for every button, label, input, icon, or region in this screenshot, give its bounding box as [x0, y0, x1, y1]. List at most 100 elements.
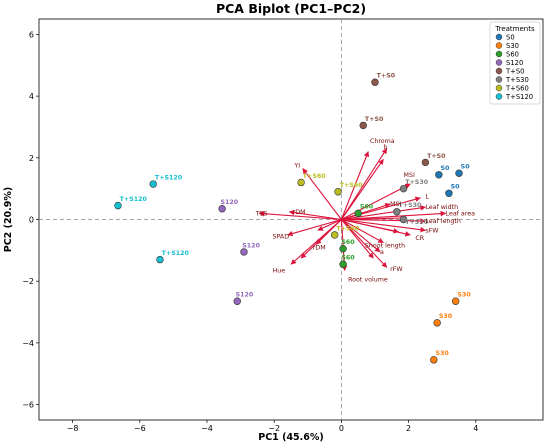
- y-tick-label: −2: [22, 277, 34, 286]
- data-point: [339, 245, 347, 253]
- loading-arrow: [340, 219, 374, 259]
- loading-arrow: [317, 219, 342, 231]
- x-tick-label: −4: [201, 424, 213, 433]
- loading-arrow: [300, 219, 342, 259]
- y-tick-label: 4: [29, 92, 34, 101]
- loading-arrow: [341, 218, 426, 224]
- point-label: T+S30: [399, 202, 422, 209]
- data-point: [218, 205, 226, 213]
- data-point: [354, 209, 362, 218]
- loading-label: TSS: [255, 210, 268, 217]
- loading-label: Leaf width: [425, 204, 458, 211]
- data-point: [359, 121, 367, 130]
- legend-marker: [495, 50, 503, 58]
- loading-arrow: [341, 219, 388, 268]
- legend-title: Treatments: [494, 25, 535, 33]
- point-label: T+S60: [336, 225, 359, 232]
- y-tick-label: −4: [22, 339, 34, 348]
- x-axis-label: PC1 (45.6%): [258, 432, 324, 443]
- loading-arrow: [341, 205, 426, 221]
- legend-entry: T+S0: [505, 68, 525, 76]
- loading-arrow: [287, 218, 342, 237]
- x-tick-label: −8: [67, 424, 79, 433]
- point-label: T+S0: [377, 73, 396, 80]
- data-point: [339, 260, 347, 268]
- point-label: T+S30: [405, 219, 428, 226]
- loading-arrow: [340, 148, 388, 220]
- data-point: [421, 158, 430, 167]
- legend-entry: S60: [506, 51, 519, 59]
- data-point: [371, 78, 379, 86]
- data-point: [114, 201, 122, 210]
- data-point: [334, 188, 342, 196]
- loading-arrow: [341, 183, 411, 220]
- data-point: [430, 356, 438, 364]
- point-label: T+S60: [340, 182, 363, 189]
- point-label: S120: [242, 242, 260, 249]
- loading-label: Shoot length: [365, 243, 405, 250]
- y-tick-label: −6: [22, 401, 34, 410]
- loading-label: rFW: [390, 266, 403, 273]
- point-label: T+S30: [405, 179, 428, 186]
- loading-arrow: [341, 219, 381, 253]
- data-point: [233, 297, 241, 305]
- loading-arrow: [341, 218, 426, 233]
- loading-label: Root volume: [348, 277, 388, 284]
- loading-label: YI: [293, 163, 300, 170]
- point-label: S0: [461, 164, 471, 171]
- loading-label: CR: [415, 235, 424, 242]
- point-label: S60: [341, 255, 355, 262]
- y-tick-label: 2: [29, 154, 34, 163]
- loading-label: a: [380, 249, 384, 256]
- point-label: S0: [451, 184, 461, 191]
- point-label: T+S120: [120, 196, 148, 203]
- loading-label: MSI: [390, 201, 401, 208]
- loading-label: rDM: [313, 244, 326, 251]
- loading-arrow: [341, 218, 400, 234]
- point-label: T+S0: [427, 153, 446, 160]
- legend-entry: T+S30: [505, 76, 529, 84]
- data-point: [455, 169, 463, 177]
- point-label: T+S120: [155, 174, 183, 181]
- loading-arrow: [288, 209, 342, 221]
- x-tick-label: 4: [473, 424, 478, 433]
- loading-label: Chroma: [370, 138, 395, 145]
- x-tick-label: 0: [339, 424, 344, 433]
- point-label: S60: [341, 239, 355, 246]
- loading-arrow: [341, 202, 391, 221]
- loading-label: rDM: [293, 209, 306, 216]
- data-point: [393, 208, 401, 216]
- legend-marker: [495, 67, 503, 75]
- point-label: S30: [439, 313, 453, 320]
- loading-arrow: [341, 219, 384, 244]
- legend-box: [489, 21, 541, 105]
- legend-entry: T+S60: [505, 85, 529, 93]
- y-axis-label: PC2 (20.9%): [3, 187, 14, 253]
- x-tick-label: −2: [268, 424, 280, 433]
- legend-entry: S120: [506, 59, 523, 67]
- chart-title: PCA Biplot (PC1–PC2): [216, 1, 366, 16]
- point-label: S120: [220, 199, 238, 206]
- legend-marker: [495, 93, 503, 100]
- point-label: T+S120: [162, 250, 190, 257]
- legend-entry: S30: [506, 42, 519, 50]
- loading-arrow: [341, 215, 406, 221]
- loading-label: MSI: [404, 172, 415, 179]
- point-label: S30: [457, 292, 471, 299]
- point-label: S120: [236, 292, 254, 299]
- loading-label: Leaf area: [446, 210, 476, 217]
- data-point: [451, 297, 460, 305]
- legend-marker: [495, 76, 503, 83]
- point-label: S0: [441, 165, 451, 172]
- legend-marker: [495, 59, 503, 66]
- data-point: [399, 184, 408, 193]
- data-point: [330, 231, 339, 239]
- data-point: [399, 215, 408, 224]
- data-point: [149, 180, 157, 188]
- point-label: S60: [360, 204, 374, 211]
- point-label: T+S60: [303, 173, 326, 180]
- loading-label: Leaf length: [425, 218, 460, 225]
- loading-label: b: [383, 144, 387, 151]
- data-point: [435, 171, 443, 179]
